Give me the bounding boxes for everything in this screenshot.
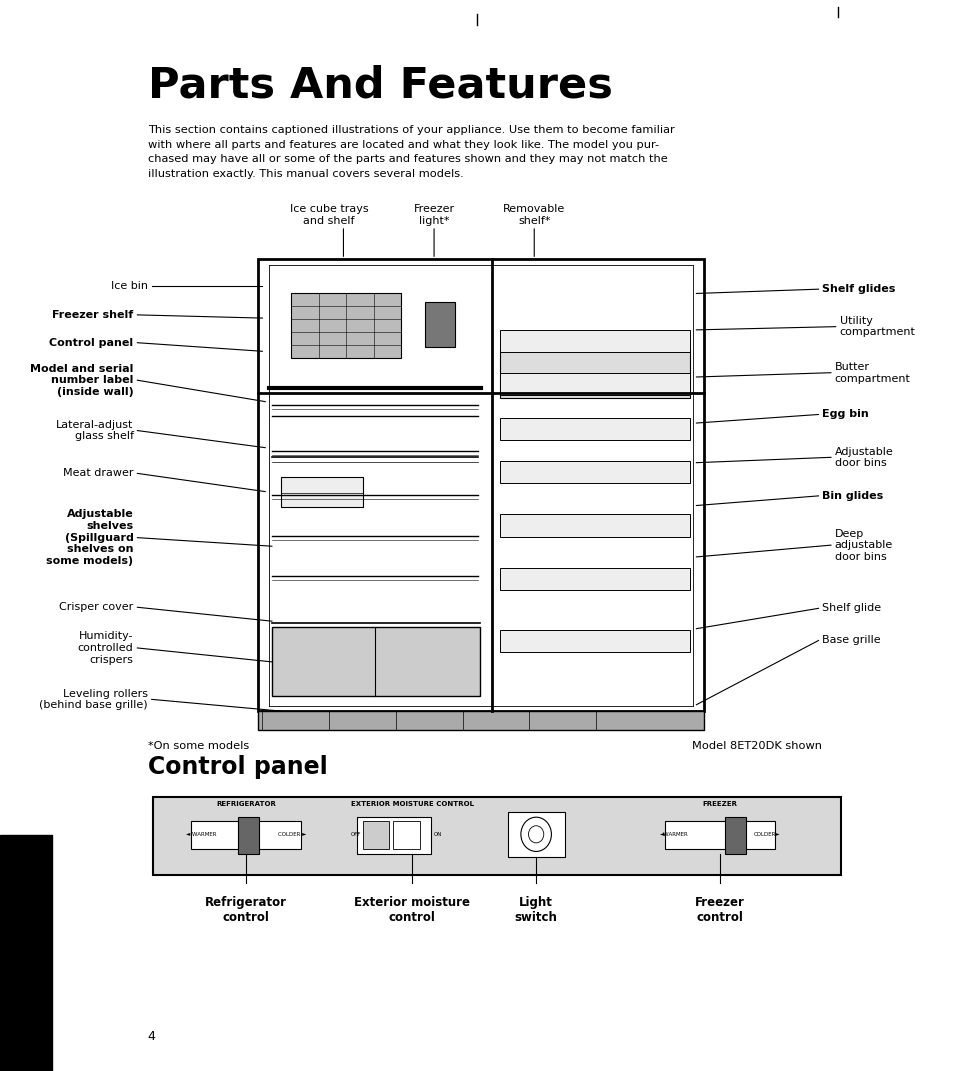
Bar bbox=[499, 373, 689, 395]
Text: Control panel: Control panel bbox=[50, 337, 133, 348]
Text: Adjustable
door bins: Adjustable door bins bbox=[834, 447, 893, 468]
Bar bbox=[238, 817, 259, 854]
Bar bbox=[499, 514, 689, 537]
Bar bbox=[272, 627, 479, 696]
Text: 4: 4 bbox=[148, 1030, 155, 1043]
Text: Refrigerator
control: Refrigerator control bbox=[205, 896, 287, 924]
Text: COLDER ►: COLDER ► bbox=[277, 832, 306, 836]
Text: Meat drawer: Meat drawer bbox=[63, 468, 133, 479]
Bar bbox=[362, 821, 389, 849]
Text: *On some models: *On some models bbox=[148, 741, 249, 751]
Bar bbox=[499, 461, 689, 483]
Text: COLDER►: COLDER► bbox=[753, 832, 780, 836]
Text: Humidity-
controlled
crispers: Humidity- controlled crispers bbox=[78, 632, 133, 664]
Text: This section contains captioned illustrations of your appliance. Use them to bec: This section contains captioned illustra… bbox=[148, 125, 674, 179]
Text: Adjustable
shelves
(Spillguard
shelves on
some models): Adjustable shelves (Spillguard shelves o… bbox=[47, 510, 133, 565]
Bar bbox=[499, 330, 689, 352]
Text: C: C bbox=[730, 832, 734, 836]
Text: EXTERIOR MOISTURE CONTROL: EXTERIOR MOISTURE CONTROL bbox=[351, 801, 473, 808]
Bar bbox=[257, 711, 703, 730]
Text: ◄WARMER: ◄WARMER bbox=[659, 832, 688, 836]
Bar bbox=[281, 477, 362, 507]
Text: Exterior moisture
control: Exterior moisture control bbox=[354, 896, 470, 924]
Text: Base grille: Base grille bbox=[821, 635, 880, 646]
Text: Removable
shelf*: Removable shelf* bbox=[502, 205, 565, 226]
Bar bbox=[507, 812, 564, 857]
Bar bbox=[0, 835, 52, 1071]
Bar bbox=[424, 302, 455, 347]
Text: Butter
compartment: Butter compartment bbox=[834, 362, 910, 383]
Text: Utility
compartment: Utility compartment bbox=[839, 316, 915, 337]
Text: Freezer
control: Freezer control bbox=[695, 896, 744, 924]
Text: Model 8ET20DK shown: Model 8ET20DK shown bbox=[692, 741, 821, 751]
Bar bbox=[257, 259, 703, 711]
Text: Shelf glides: Shelf glides bbox=[821, 284, 895, 295]
Bar bbox=[499, 630, 689, 652]
Text: Shelf glide: Shelf glide bbox=[821, 603, 881, 614]
Bar bbox=[356, 817, 431, 854]
Bar bbox=[191, 821, 300, 849]
Text: OFF: OFF bbox=[351, 832, 361, 836]
Bar bbox=[499, 418, 689, 440]
Bar bbox=[393, 821, 419, 849]
Text: Deep
adjustable
door bins: Deep adjustable door bins bbox=[834, 529, 892, 561]
Text: ◄ WARMER: ◄ WARMER bbox=[186, 832, 216, 836]
Text: ON: ON bbox=[434, 832, 442, 836]
Text: Egg bin: Egg bin bbox=[821, 409, 868, 420]
Bar bbox=[724, 817, 745, 854]
Text: Ice bin: Ice bin bbox=[111, 281, 148, 291]
Text: 4: 4 bbox=[247, 832, 251, 836]
Circle shape bbox=[520, 817, 551, 851]
Bar bbox=[499, 349, 689, 397]
Text: Lateral-adjust
glass shelf: Lateral-adjust glass shelf bbox=[56, 420, 133, 441]
Text: REFRIGERATOR: REFRIGERATOR bbox=[216, 801, 275, 808]
Text: Model and serial
number label
(inside wall): Model and serial number label (inside wa… bbox=[30, 364, 133, 396]
Text: FREEZER: FREEZER bbox=[702, 801, 737, 808]
Bar bbox=[664, 821, 774, 849]
Bar bbox=[291, 293, 400, 358]
Text: Crisper cover: Crisper cover bbox=[59, 602, 133, 613]
Text: Control panel: Control panel bbox=[148, 755, 327, 779]
Text: Ice cube trays
and shelf: Ice cube trays and shelf bbox=[290, 205, 368, 226]
Text: Bin glides: Bin glides bbox=[821, 491, 882, 501]
Text: Freezer
light*: Freezer light* bbox=[413, 205, 455, 226]
Bar bbox=[499, 568, 689, 590]
Text: Freezer shelf: Freezer shelf bbox=[52, 310, 133, 320]
Text: Leveling rollers
(behind base grille): Leveling rollers (behind base grille) bbox=[39, 689, 148, 710]
Bar bbox=[152, 797, 841, 875]
Text: Parts And Features: Parts And Features bbox=[148, 64, 612, 106]
Text: Light
switch: Light switch bbox=[515, 896, 557, 924]
Circle shape bbox=[528, 826, 543, 843]
